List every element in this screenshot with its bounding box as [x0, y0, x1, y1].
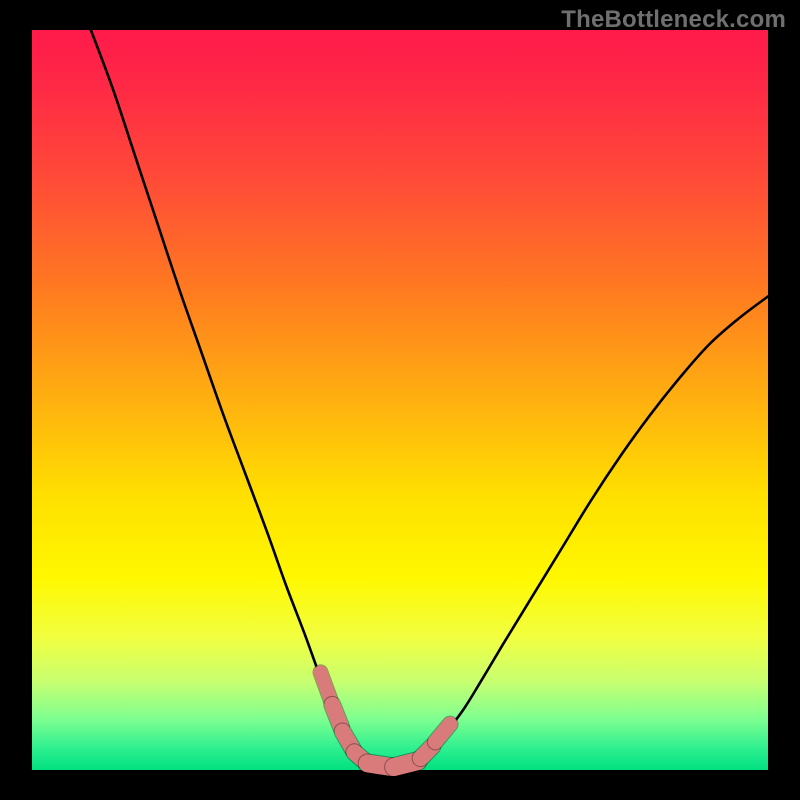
- watermark-text: TheBottleneck.com: [561, 6, 786, 34]
- gradient-background: [32, 30, 768, 770]
- marker-capsule: [321, 672, 331, 700]
- chart-container: TheBottleneck.com: [0, 0, 800, 800]
- bottleneck-chart: [0, 0, 800, 800]
